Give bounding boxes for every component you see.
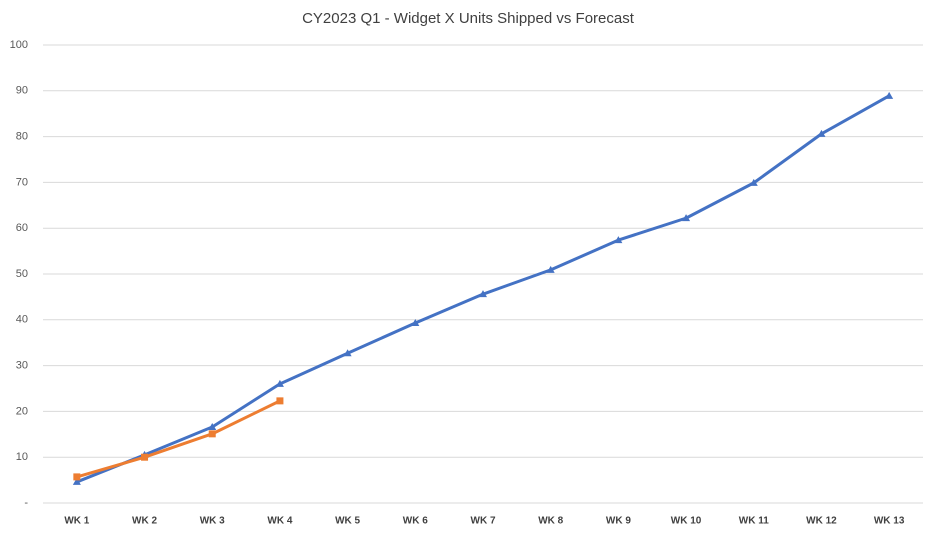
x-tick-label: WK 4 [267,516,292,527]
point-marker [479,290,487,298]
y-tick-label: 90 [16,85,28,97]
y-tick-label: 10 [16,451,28,463]
point-marker [614,236,623,244]
y-tick-label: - [24,497,28,509]
x-tick-label: WK 7 [471,516,496,527]
series-line [76,399,281,479]
point-marker [73,473,81,481]
y-tick-label: 60 [16,222,28,234]
point-marker [885,91,894,99]
point-marker [682,214,691,222]
point-marker [276,397,284,405]
x-tick-label: WK 2 [132,516,157,527]
y-tick-label: 30 [16,360,28,372]
point-marker [208,430,216,438]
point-marker [546,265,555,273]
point-marker [208,422,217,430]
y-tick-label: 40 [16,314,28,326]
y-tick-label: 80 [16,131,28,143]
point-marker [275,379,284,387]
x-tick-label: WK 10 [671,516,702,527]
x-tick-label: WK 11 [739,516,769,527]
point-marker [72,477,81,485]
x-tick-label: WK 12 [806,516,837,527]
point-marker [749,178,758,186]
y-tick-label: 20 [16,405,28,417]
x-tick-label: WK 6 [403,516,428,527]
x-tick-label: WK 13 [874,516,905,527]
point-marker [817,129,826,137]
x-tick-label: WK 9 [606,516,631,527]
x-tick-label: WK 1 [64,516,89,527]
chart-title: CY2023 Q1 - Widget X Units Shipped vs Fo… [302,10,635,27]
y-tick-label: 100 [10,39,28,51]
point-marker [141,453,149,461]
x-tick-label: WK 5 [335,516,360,527]
x-tick-label: WK 8 [538,516,563,527]
series-line [76,94,890,484]
point-marker [343,349,352,357]
point-marker [411,319,420,327]
y-tick-label: 50 [16,268,28,280]
y-tick-label: 70 [16,176,28,188]
x-tick-label: WK 3 [200,516,225,527]
